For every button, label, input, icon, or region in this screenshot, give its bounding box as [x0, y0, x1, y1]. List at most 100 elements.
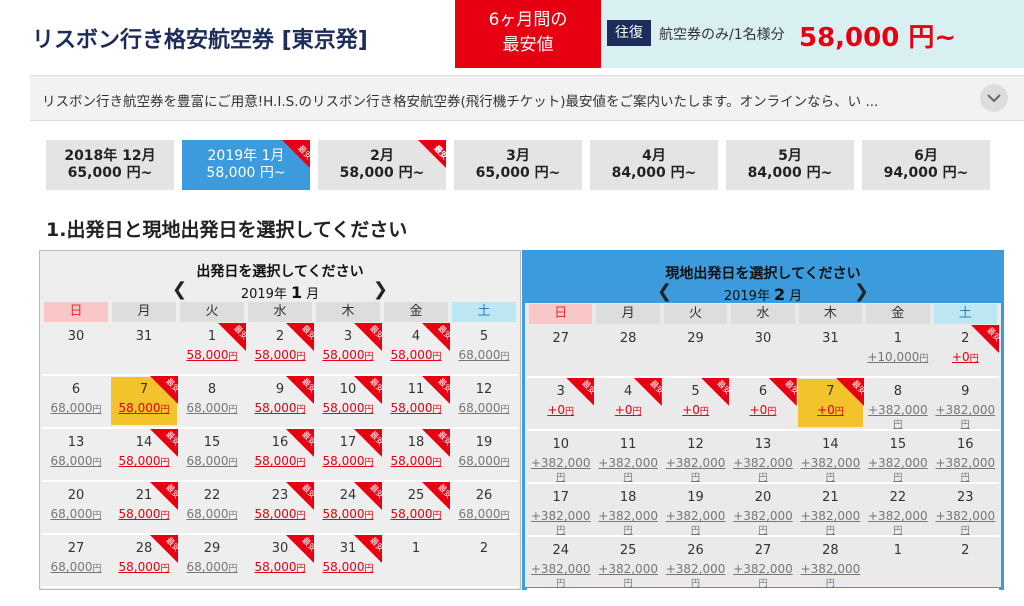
day-cell[interactable]: 16 +382,000 円 — [931, 431, 999, 484]
day-cell[interactable]: 27 68,000円 — [42, 535, 110, 588]
day-cell[interactable]: 3 +0円 最安 — [527, 378, 595, 431]
day-cell[interactable]: 4 +0円 最安 — [594, 378, 662, 431]
price-value: 58,000 — [322, 401, 365, 415]
day-cell[interactable]: 21 +382,000 円 — [796, 484, 865, 537]
day-cell[interactable]: 2 58,000円 最安 — [246, 323, 314, 376]
day-cell[interactable]: 6 +0円 最安 — [729, 378, 797, 431]
price-value: +0 — [749, 403, 768, 417]
day-cell[interactable]: 30 58,000円 最安 — [246, 535, 314, 588]
day-cell[interactable]: 19 +382,000 円 — [661, 484, 730, 537]
day-cell[interactable]: 13 +382,000 円 — [729, 431, 797, 484]
day-cell[interactable]: 19 68,000円 — [450, 429, 518, 482]
day-number: 2 — [961, 331, 970, 346]
day-cell[interactable]: 17 +382,000 円 — [527, 484, 595, 537]
prev-month[interactable]: ❮ — [657, 281, 673, 302]
day-content: 19 68,000円 — [450, 429, 518, 470]
expand-button[interactable] — [980, 84, 1008, 112]
day-price: +0円 — [662, 404, 729, 419]
day-cell[interactable]: 28 58,000円 最安 — [110, 535, 178, 588]
month-tab[interactable]: 2月 58,000 円~ 最安 — [318, 140, 446, 190]
day-cell[interactable]: 11 +382,000 円 — [594, 431, 662, 484]
day-cell[interactable]: 21 58,000円 最安 — [110, 482, 178, 535]
day-cell[interactable]: 4 58,000円 最安 — [382, 323, 450, 376]
price-value: 68,000 — [50, 560, 93, 574]
day-cell[interactable]: 25 58,000円 最安 — [382, 482, 450, 535]
day-cell[interactable]: 14 58,000円 最安 — [110, 429, 178, 482]
day-content: 7 58,000円 — [110, 376, 178, 417]
day-cell[interactable]: 13 68,000円 — [42, 429, 110, 482]
day-cell[interactable]: 7 +0円 最安 — [796, 378, 865, 431]
day-cell[interactable]: 22 68,000円 — [178, 482, 246, 535]
day-cell[interactable]: 5 68,000円 — [450, 323, 518, 376]
day-cell[interactable]: 7 58,000円 最安 — [110, 376, 178, 429]
day-cell[interactable]: 8 68,000円 — [178, 376, 246, 429]
description-bar: リスボン行き航空券を豊富にご用意!H.I.S.のリスボン行き格安航空券(飛行機チ… — [30, 75, 1024, 121]
day-cell[interactable]: 23 +382,000 円 — [931, 484, 999, 537]
day-cell[interactable]: 9 58,000円 最安 — [246, 376, 314, 429]
day-cell[interactable]: 1 58,000円 最安 — [178, 323, 246, 376]
month-tab[interactable]: 2018年 12月 65,000 円~ — [46, 140, 174, 190]
weekday: 日 — [44, 302, 108, 322]
day-price: 58,000円 — [178, 349, 246, 364]
day-cell[interactable]: 15 68,000円 — [178, 429, 246, 482]
day-cell[interactable]: 17 58,000円 最安 — [314, 429, 382, 482]
day-number: 14 — [135, 435, 153, 450]
price-unit: 円 — [623, 473, 633, 483]
day-cell[interactable]: 31 58,000円 最安 — [314, 535, 382, 588]
day-cell[interactable]: 24 +382,000 円 — [527, 537, 595, 590]
next-month[interactable]: ❯ — [853, 281, 869, 302]
prev-month[interactable]: ❮ — [172, 279, 188, 300]
day-cell[interactable]: 18 +382,000 円 — [594, 484, 662, 537]
price-unit: 円 — [296, 352, 306, 362]
day-cell[interactable]: 16 58,000円 最安 — [246, 429, 314, 482]
day-cell[interactable]: 24 58,000円 最安 — [314, 482, 382, 535]
day-cell[interactable]: 6 68,000円 — [42, 376, 110, 429]
month-tab[interactable]: 3月 65,000 円~ — [454, 140, 582, 190]
day-cell[interactable]: 12 68,000円 — [450, 376, 518, 429]
day-cell[interactable]: 11 58,000円 最安 — [382, 376, 450, 429]
day-cell[interactable]: 28 +382,000 円 — [796, 537, 865, 590]
day-cell[interactable]: 23 58,000円 最安 — [246, 482, 314, 535]
day-cell[interactable]: 1 +10,000円 — [864, 325, 932, 378]
price-unit: 円 — [432, 511, 442, 521]
price-note: 航空券のみ/1名様分 — [659, 27, 785, 43]
day-cell[interactable]: 2 +0円 最安 — [931, 325, 999, 378]
next-month[interactable]: ❯ — [372, 279, 388, 300]
day-number: 22 — [889, 490, 907, 505]
day-cell[interactable]: 22 +382,000 円 — [864, 484, 932, 537]
day-cell[interactable]: 14 +382,000 円 — [796, 431, 865, 484]
day-cell[interactable]: 27 +382,000 円 — [729, 537, 797, 590]
day-content: 11 +382,000 円 — [594, 431, 661, 483]
price-unit: 円 — [432, 352, 442, 362]
day-cell[interactable]: 3 58,000円 最安 — [314, 323, 382, 376]
return-calendar: 現地出発日を選択してください 2019年 2 月 ❮ ❯ 日月火水木金土 27 28 29 30 31… — [522, 250, 1004, 590]
day-cell[interactable]: 5 +0円 最安 — [661, 378, 730, 431]
calendar-grid: 日月火水木金土 30 31 1 58,000円 最安 2 58,000円 最安 3 58,000円最… — [40, 301, 520, 588]
month-tab[interactable]: 6月 94,000 円~ — [862, 140, 990, 190]
price-value: +382,000 — [935, 456, 996, 470]
day-cell[interactable]: 10 58,000円 最安 — [314, 376, 382, 429]
price-unit: 円 — [632, 407, 642, 417]
day-price: 68,000円 — [42, 508, 110, 523]
month-tab[interactable]: 5月 84,000 円~ — [726, 140, 854, 190]
day-cell[interactable]: 9 +382,000 円 — [931, 378, 999, 431]
day-cell[interactable]: 8 +382,000 円 — [864, 378, 932, 431]
day-cell[interactable]: 29 68,000円 — [178, 535, 246, 588]
day-cell[interactable]: 20 68,000円 — [42, 482, 110, 535]
day-cell[interactable]: 25 +382,000 円 — [594, 537, 662, 590]
month-tab[interactable]: 4月 84,000 円~ — [590, 140, 718, 190]
price-value: +382,000 — [598, 509, 658, 523]
day-cell[interactable]: 12 +382,000 円 — [661, 431, 730, 484]
price-value: +0 — [951, 350, 970, 364]
price-value: 58,000 — [254, 401, 297, 415]
day-cell[interactable]: 20 +382,000 円 — [729, 484, 797, 537]
year: 2019 — [240, 287, 274, 302]
cheapest-badge: 6ヶ月間の 最安値 — [455, 0, 601, 68]
day-cell[interactable]: 15 +382,000 円 — [864, 431, 932, 484]
day-cell[interactable]: 18 58,000円 最安 — [382, 429, 450, 482]
day-cell[interactable]: 26 68,000円 — [450, 482, 518, 535]
day-cell[interactable]: 26 +382,000 円 — [661, 537, 730, 590]
day-cell[interactable]: 10 +382,000 円 — [527, 431, 595, 484]
month-tab[interactable]: 2019年 1月 58,000 円~ 最安 — [182, 140, 310, 190]
price-unit: 円 — [556, 579, 566, 589]
